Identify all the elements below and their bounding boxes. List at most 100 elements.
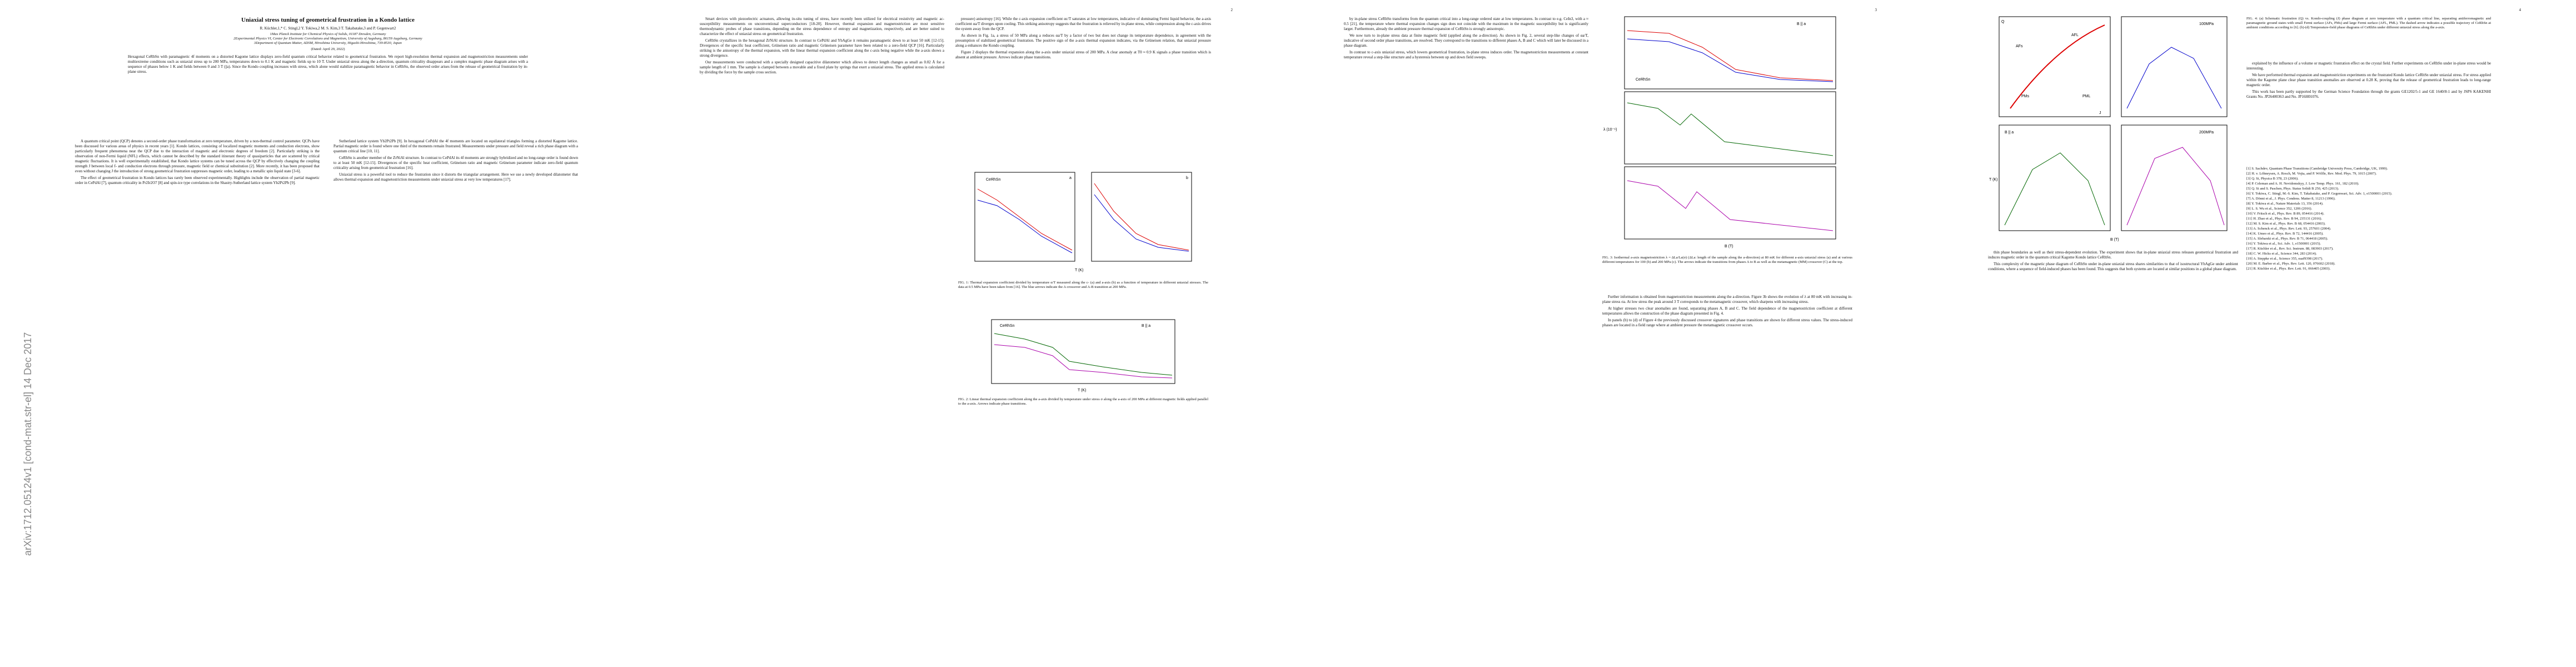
fig-label: B (T) bbox=[2110, 238, 2119, 242]
reference: [21] R. Küchler et al., Phys. Rev. Lett.… bbox=[2246, 267, 2331, 271]
fig-label: CeRhSn bbox=[986, 178, 1001, 182]
fig-label: b bbox=[1186, 176, 1188, 180]
page-2: 2 Smart devices with piezoelectric actua… bbox=[644, 0, 1288, 667]
fig-label: 100MPa bbox=[2199, 22, 2214, 26]
paragraph: As shown in Fig. 1a, a stress of 50 MPa … bbox=[955, 33, 1211, 48]
column-left: by in-plane stress CeRhSn transforms fro… bbox=[1344, 17, 1588, 62]
paragraph: explained by the influence of a volume o… bbox=[2246, 61, 2491, 71]
fig-label: T (K) bbox=[1075, 268, 1083, 272]
fig-label: PMs bbox=[2021, 94, 2030, 98]
reference: [7] A. Dönni et al., J. Phys. Condens. M… bbox=[2246, 197, 2336, 201]
page-3: 3 by in-plane stress CeRhSn transforms f… bbox=[1288, 0, 1932, 667]
paragraph: We have performed thermal expansion and … bbox=[2246, 73, 2491, 87]
paragraph: At higher stresses two clear anomalies a… bbox=[1602, 306, 1852, 316]
critical-line bbox=[2010, 24, 2105, 109]
figure-3: CeRhSn B || a λ (10⁻⁶) B (T) bbox=[1603, 16, 1836, 248]
paragraph: Uniaxial stress is a powerful tool to re… bbox=[333, 172, 578, 182]
curve bbox=[1627, 180, 1833, 231]
fig-label: 200MPa bbox=[2199, 131, 2214, 135]
reference: [3] Q. Si, Physica B 378, 23 (2006). bbox=[2246, 177, 2299, 181]
column-right: Further information is obtained from mag… bbox=[1602, 295, 1852, 330]
title: Uniaxial stress tuning of geometrical fr… bbox=[241, 17, 415, 23]
figure-1: CeRhSn a b T (K) bbox=[974, 172, 1192, 272]
curve bbox=[1094, 183, 1189, 251]
reference: [20] M. E. Barber et al., Phys. Rev. Let… bbox=[2246, 262, 2335, 266]
column-left: Smart devices with piezoelectric actuato… bbox=[700, 17, 944, 77]
curve bbox=[994, 333, 1173, 376]
affiliation: 1Max Planck Institute for Chemical Physi… bbox=[270, 32, 386, 36]
references: [1] S. Sachdev, Quantum Phase Transition… bbox=[2246, 167, 2491, 272]
figure-2-caption: FIG. 2: Linear thermal expansion coeffic… bbox=[958, 397, 1208, 406]
reference: [17] R. Küchler et al., Rev. Sci. Instru… bbox=[2246, 247, 2334, 251]
fig-label: T (K) bbox=[1078, 389, 1086, 392]
fig-label: AFs bbox=[2016, 44, 2023, 48]
front-matter: Uniaxial stress tuning of geometrical fr… bbox=[78, 17, 578, 74]
paragraph: Sutherland lattice system Yb2Pt2Pb [9]. … bbox=[333, 139, 578, 153]
reference: [8] Y. Tokiwa et al., Nature Materials 1… bbox=[2246, 202, 2324, 206]
fig-label: PML bbox=[2082, 94, 2091, 98]
axes bbox=[1999, 16, 2111, 117]
reference: [19] A. Steppke et al., Science 355, eaa… bbox=[2246, 257, 2323, 261]
curve bbox=[1627, 38, 1833, 82]
reference: [9] L. S. Wu et al., Science 352, 1206 (… bbox=[2246, 207, 2313, 211]
axes bbox=[2121, 16, 2228, 117]
paragraph: Smart devices with piezoelectric actuato… bbox=[700, 17, 944, 36]
page-number: 4 bbox=[2519, 8, 2522, 12]
column-left: A quantum critical point (QCP) denotes a… bbox=[75, 139, 320, 187]
paragraph: This work has been partly supported by t… bbox=[2246, 89, 2491, 99]
axes bbox=[1624, 91, 1836, 165]
curve bbox=[977, 200, 1073, 253]
reference: [5] Q. Si and S. Paschen, Phys. Status S… bbox=[2246, 187, 2339, 191]
page-number: 3 bbox=[1875, 8, 1877, 12]
reference: [4] P. Coleman and A. H. Nevidomskyy, J.… bbox=[2246, 182, 2359, 186]
reference: [1] S. Sachdev, Quantum Phase Transition… bbox=[2246, 167, 2388, 171]
fig-label: λ (10⁻⁶) bbox=[1603, 128, 1617, 132]
reference: [2] H. v. Löhneysen, A. Rosch, M. Vojta,… bbox=[2246, 172, 2377, 176]
paragraph: In panels (b) to (d) of Figure 4 the pre… bbox=[1602, 318, 1852, 327]
reference: [12] M. S. Kim et al., Phys. Rev. B 68, … bbox=[2246, 222, 2326, 226]
paragraph: The effect of geometrical frustration in… bbox=[75, 176, 320, 185]
affiliation: 3Department of Quantum Matter, ADSM, Hir… bbox=[254, 41, 402, 45]
paragraph: This complexity of the magnetic phase di… bbox=[1988, 262, 2238, 271]
fig-label: J bbox=[2099, 111, 2101, 115]
fig-label: B || a bbox=[1797, 22, 1806, 26]
axes bbox=[1624, 16, 1836, 89]
figure-1-caption: FIG. 1: Thermal expansion coefficient di… bbox=[958, 281, 1208, 289]
phase-line bbox=[2126, 147, 2225, 226]
curve bbox=[1627, 102, 1833, 156]
curve bbox=[977, 188, 1073, 251]
fig-label: AFL bbox=[2071, 33, 2079, 37]
date: (Dated: April 29, 2022) bbox=[311, 47, 345, 51]
reference: [11] H. Zhao et al., Phys. Rev. B 94, 23… bbox=[2246, 217, 2323, 221]
axes bbox=[1624, 166, 1836, 240]
fig-label: CeRhSn bbox=[1000, 324, 1015, 328]
affiliations: 1Max Planck Institute for Chemical Physi… bbox=[78, 32, 578, 46]
axes bbox=[1091, 172, 1192, 262]
fig-label: B || a bbox=[1142, 324, 1150, 328]
curve bbox=[994, 344, 1173, 379]
column-right: Sutherland lattice system Yb2Pt2Pb [9]. … bbox=[333, 139, 578, 184]
axes bbox=[974, 172, 1075, 262]
figure-2: CeRhSn T (K) B || a bbox=[991, 319, 1175, 392]
reference: [14] K. Umeo et al., Phys. Rev. B 72, 14… bbox=[2246, 232, 2324, 236]
reference: [10] V. Fritsch et al., Phys. Rev. B 89,… bbox=[2246, 212, 2324, 216]
page-4: 4 J Q AFs PMs PML AFL 100MPa 200MPa B ||… bbox=[1932, 0, 2576, 667]
fig-label: CeRhSn bbox=[1636, 78, 1651, 82]
reference: [15] A. Slebarski et al., Phys. Rev. B 7… bbox=[2246, 237, 2328, 241]
phase-line bbox=[2126, 47, 2222, 109]
paragraph: In contrast to c-axis uniaxial stress, w… bbox=[1344, 50, 1588, 59]
affiliation: 2Experimental Physics VI, Center for Ele… bbox=[233, 37, 422, 41]
authors: R. Küchler,1,* C. Stingl,2 Y. Tokiwa,2 M… bbox=[260, 26, 396, 31]
reference: [16] Y. Tokiwa et al., Sci. Adv. 1, e150… bbox=[2246, 242, 2321, 246]
page-1: Uniaxial stress tuning of geometrical fr… bbox=[0, 0, 644, 667]
paragraph: A quantum critical point (QCP) denotes a… bbox=[75, 139, 320, 173]
axes bbox=[1999, 125, 2111, 231]
axes bbox=[991, 319, 1175, 384]
curve bbox=[1094, 194, 1189, 252]
column-right: pressure) anisotropy [16]. While the c-a… bbox=[955, 17, 1211, 60]
page-number: 2 bbox=[1230, 8, 1233, 12]
fig-label: a bbox=[1069, 176, 1072, 180]
paragraph: Our measurements were conducted with a s… bbox=[700, 60, 944, 74]
fig-label: B (T) bbox=[1725, 245, 1733, 248]
